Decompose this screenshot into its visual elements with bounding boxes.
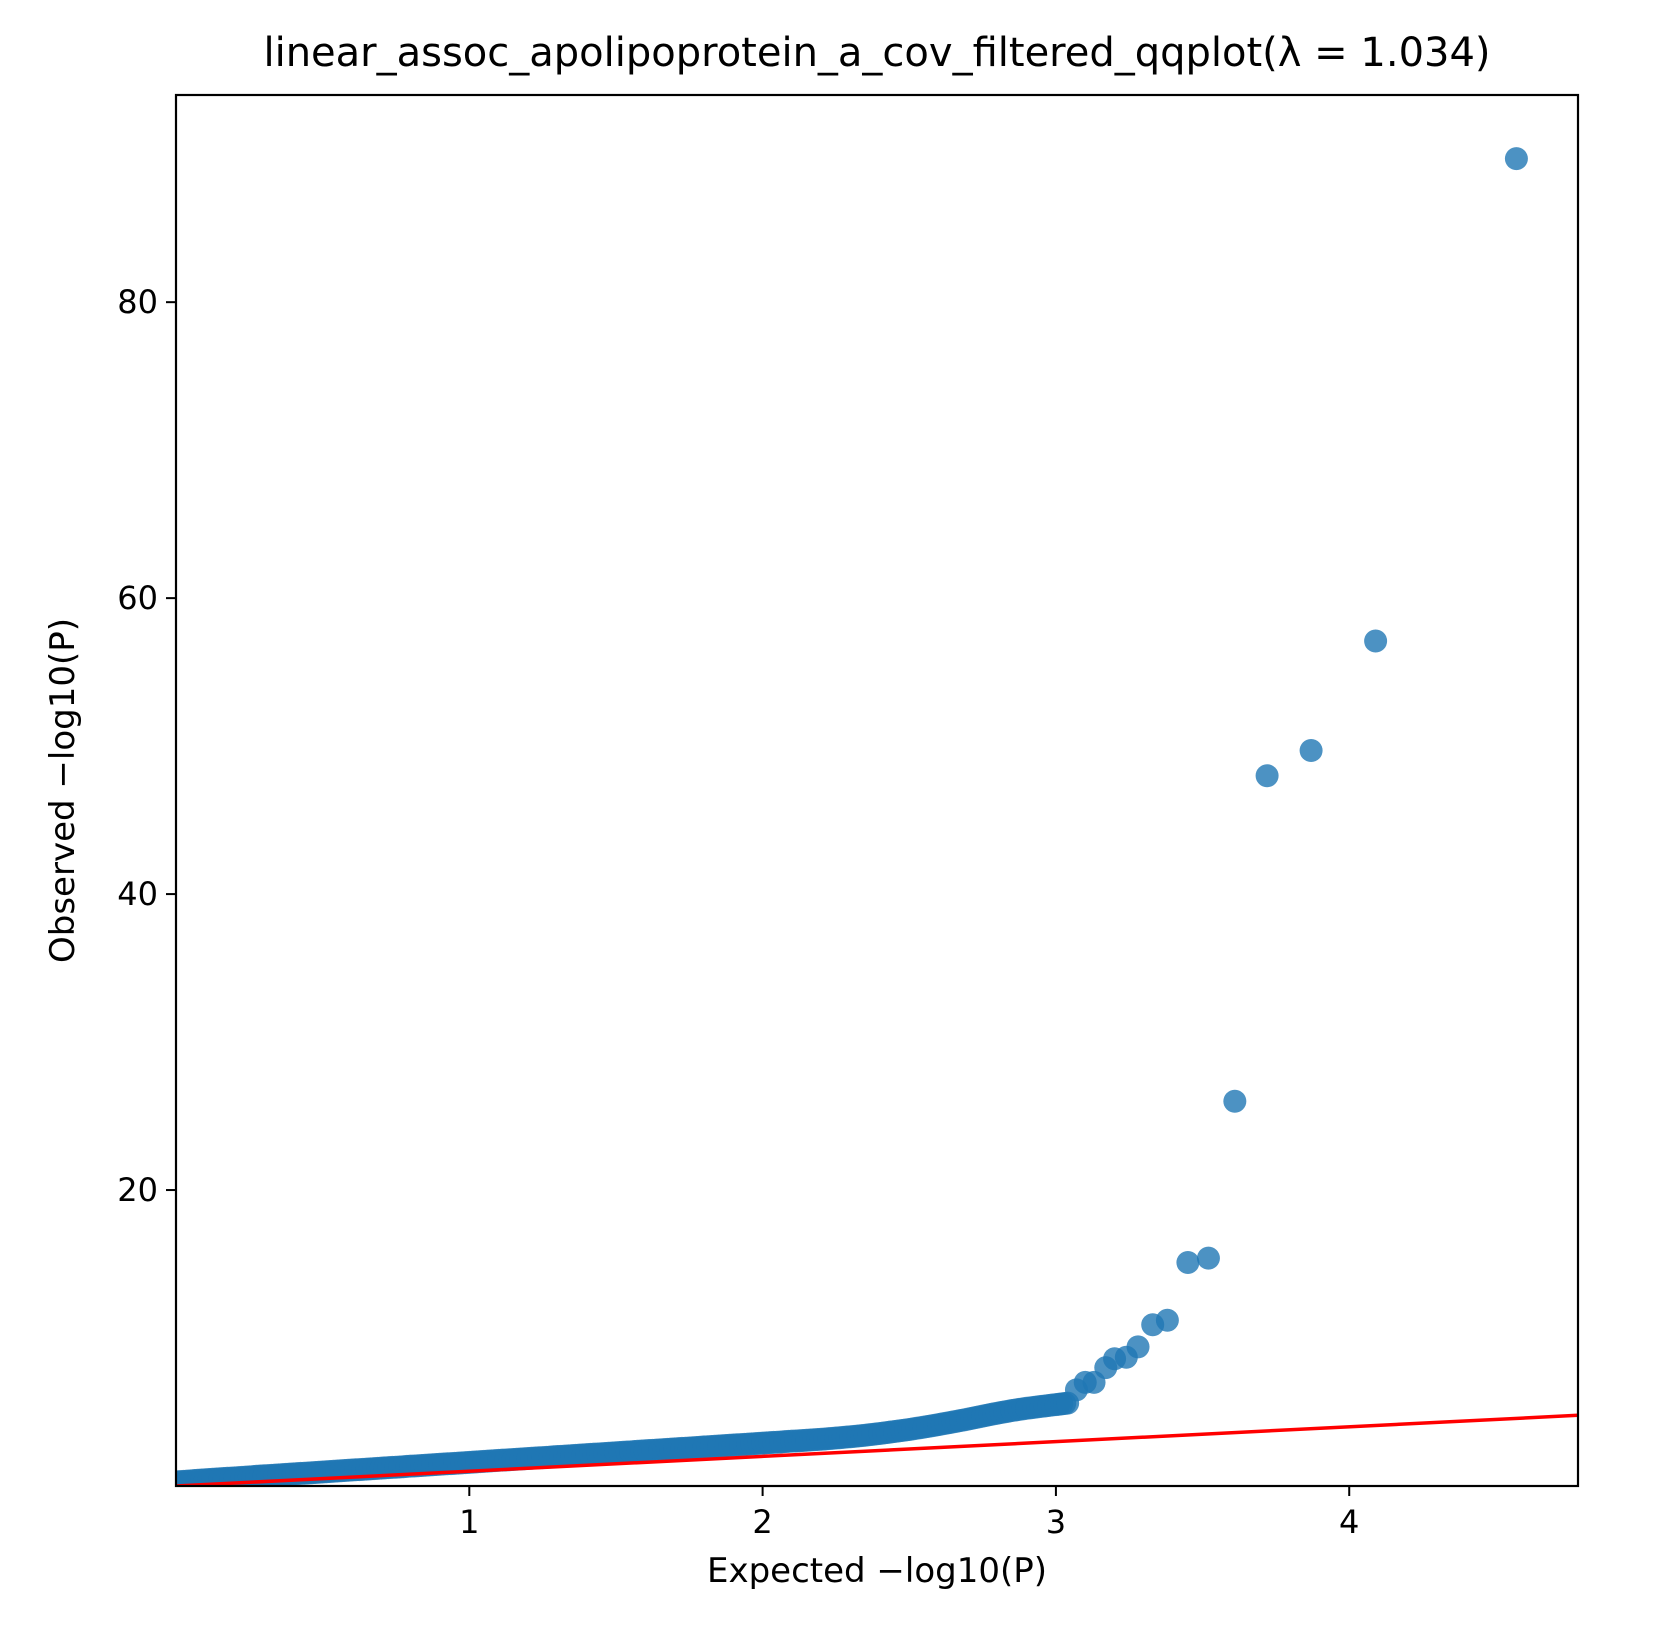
x-tick-label: 3 <box>1046 1503 1066 1541</box>
data-point <box>1176 1251 1200 1275</box>
chart-title: linear_assoc_apolipoprotein_a_cov_filter… <box>263 30 1490 76</box>
data-point <box>1155 1308 1179 1332</box>
data-point <box>1504 147 1528 171</box>
data-point <box>1126 1335 1150 1359</box>
x-tick-label: 4 <box>1339 1503 1359 1541</box>
data-point <box>1299 739 1323 763</box>
x-axis: 1 2 3 4 <box>459 1486 1359 1541</box>
x-tick-label: 2 <box>752 1503 772 1541</box>
y-axis-label: Observed −log10(P) <box>43 618 83 963</box>
x-axis-label: Expected −log10(P) <box>707 1551 1047 1591</box>
y-axis: 20 40 60 80 <box>117 283 176 1209</box>
data-point <box>1255 764 1279 788</box>
data-point <box>1364 629 1388 653</box>
reference-line-layer <box>176 1413 1578 1486</box>
reference-line <box>176 1413 1578 1486</box>
data-point <box>1223 1089 1247 1113</box>
y-tick-label: 80 <box>117 283 158 321</box>
plot-area-frame <box>174 93 1580 1488</box>
x-tick-label: 1 <box>459 1503 479 1541</box>
scatter-points <box>176 147 1528 1486</box>
y-tick-label: 60 <box>117 579 158 617</box>
data-point <box>1196 1246 1220 1270</box>
y-tick-label: 40 <box>117 875 158 913</box>
y-tick-label: 20 <box>117 1171 158 1209</box>
